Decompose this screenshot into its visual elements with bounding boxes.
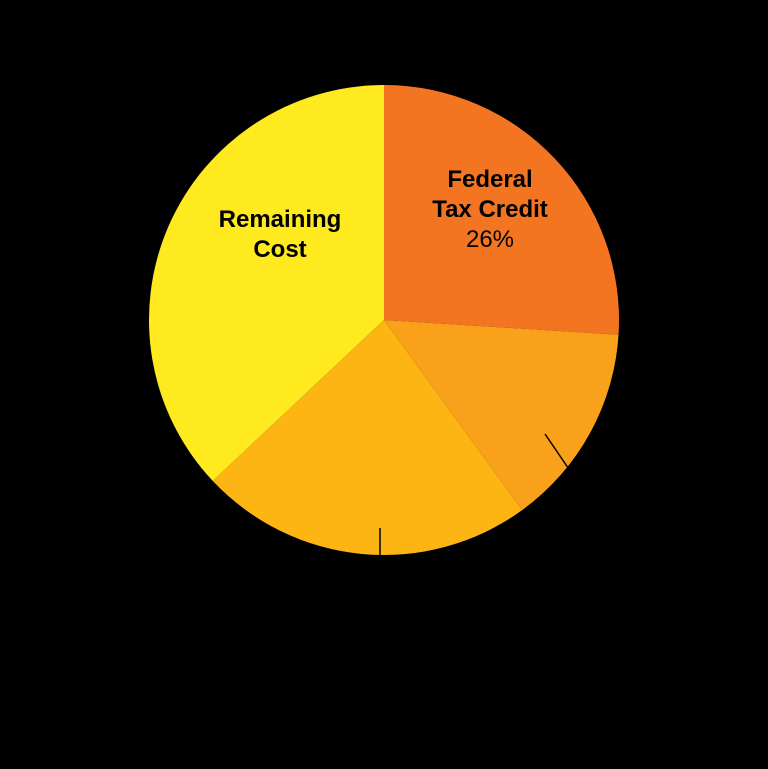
pie-slice-federal [384,85,619,335]
pie-chart-container: Federal Tax Credit 26% Remaining Cost [0,0,768,769]
pie-chart-svg [0,0,768,769]
